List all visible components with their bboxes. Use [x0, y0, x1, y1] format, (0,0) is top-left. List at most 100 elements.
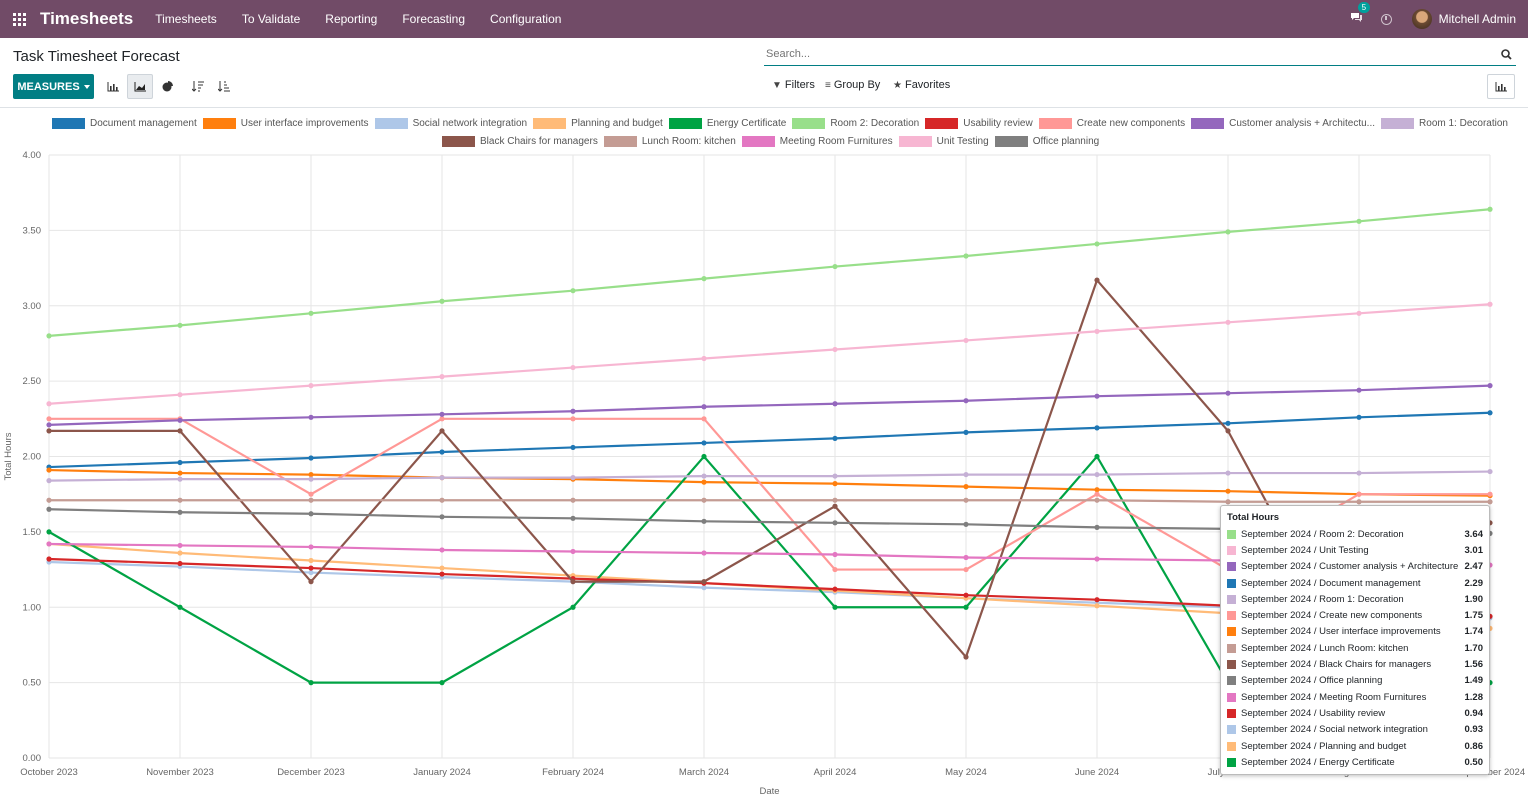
tooltip-label: September 2024 / Planning and budget: [1241, 740, 1407, 752]
legend-item[interactable]: User interface improvements: [202, 118, 369, 129]
tooltip-label: September 2024 / Create new components: [1241, 610, 1423, 622]
user-menu[interactable]: Mitchell Admin: [1438, 12, 1516, 26]
y-tick-label: 0.50: [23, 678, 42, 689]
tooltip-swatch: [1227, 578, 1236, 588]
y-tick-label: 0.00: [23, 753, 42, 764]
legend-item[interactable]: Energy Certificate: [668, 118, 786, 129]
measures-label: MEASURES: [17, 80, 80, 93]
series-line: [48, 468, 1491, 497]
menu-timesheets[interactable]: Timesheets: [155, 12, 217, 26]
menu-reporting[interactable]: Reporting: [325, 12, 378, 26]
data-point: [177, 428, 183, 434]
x-tick-label: February 2024: [542, 767, 604, 778]
x-tick-label: January 2024: [413, 767, 471, 778]
data-point: [1094, 393, 1100, 399]
legend-item[interactable]: Create new components: [1038, 118, 1185, 129]
search-icon[interactable]: [1501, 49, 1512, 60]
avatar[interactable]: [1411, 9, 1432, 29]
tooltip-label: September 2024 / Office planning: [1241, 675, 1383, 687]
data-point: [308, 565, 314, 571]
search-bar: [764, 46, 1516, 66]
y-axis-label: Total Hours: [3, 432, 14, 480]
data-point: [177, 476, 183, 482]
data-point: [1356, 470, 1362, 476]
legend-item[interactable]: Customer analysis + Architectu...: [1191, 118, 1375, 129]
data-point: [308, 557, 314, 564]
chart-toggle-button[interactable]: [1487, 74, 1515, 99]
y-tick-label: 1.00: [23, 602, 42, 613]
data-point: [570, 497, 576, 503]
legend-label: Black Chairs for managers: [480, 136, 598, 147]
legend-swatch: [792, 118, 826, 129]
data-point: [701, 440, 707, 446]
group-by-button[interactable]: ≡ Group By: [825, 79, 880, 91]
legend-item[interactable]: Unit Testing: [898, 136, 989, 147]
tooltip-row: September 2024 / Room 1: Decoration 1.90: [1227, 591, 1483, 607]
data-point: [308, 491, 314, 497]
legend-item[interactable]: Room 2: Decoration: [792, 118, 919, 129]
chart-area: Document management User interface improv…: [0, 108, 1528, 801]
bar-chart-icon: [107, 81, 119, 91]
legend-item[interactable]: Social network integration: [374, 118, 527, 129]
data-point: [46, 416, 52, 422]
legend-swatch: [1191, 118, 1225, 129]
legend-item[interactable]: Black Chairs for managers: [442, 136, 598, 147]
legend-swatch: [52, 118, 85, 129]
data-point: [832, 435, 838, 442]
data-point: [701, 497, 707, 503]
legend-item[interactable]: Office planning: [994, 136, 1099, 147]
data-point: [1356, 218, 1362, 224]
legend-swatch: [1381, 118, 1415, 129]
data-point: [832, 551, 838, 558]
legend-item[interactable]: Usability review: [925, 118, 1033, 129]
data-point: [701, 355, 707, 362]
tooltip-label: September 2024 / Unit Testing: [1241, 544, 1369, 556]
data-point: [832, 473, 838, 479]
legend-swatch: [533, 118, 567, 129]
data-point: [308, 476, 314, 482]
data-point: [963, 337, 969, 344]
tooltip-label: September 2024 / Social network integrat…: [1241, 724, 1428, 736]
data-point: [570, 515, 576, 521]
activity-clock-icon[interactable]: [1380, 13, 1392, 25]
legend-label: Room 2: Decoration: [830, 118, 920, 129]
legend-item[interactable]: Planning and budget: [533, 118, 663, 129]
tooltip-row: September 2024 / Meeting Room Furnitures…: [1227, 689, 1483, 705]
chat-icon[interactable]: 5: [1350, 2, 1371, 28]
data-point: [177, 392, 183, 398]
tooltip-row: September 2024 / Social network integrat…: [1227, 722, 1483, 738]
data-point: [832, 481, 838, 487]
data-point: [1356, 499, 1362, 505]
line-chart-view-button[interactable]: [127, 74, 153, 99]
data-point: [1487, 383, 1493, 389]
sort-descending-button[interactable]: [185, 74, 211, 99]
tooltip-swatch: [1227, 545, 1236, 555]
data-point: [1094, 487, 1100, 493]
apps-menu-icon[interactable]: [0, 0, 38, 38]
x-axis-label: Date: [759, 786, 779, 797]
menu-to-validate[interactable]: To Validate: [241, 12, 301, 26]
legend-item[interactable]: Document management: [52, 118, 197, 129]
data-point: [701, 404, 707, 410]
filters-button[interactable]: ▼ Filters: [772, 79, 815, 91]
app-brand[interactable]: Timesheets: [40, 9, 134, 28]
data-point: [1225, 428, 1231, 434]
menu-configuration[interactable]: Configuration: [490, 12, 562, 26]
data-point: [701, 276, 707, 282]
search-input[interactable]: [766, 48, 1486, 60]
data-point: [701, 479, 707, 485]
legend-item[interactable]: Meeting Room Furnitures: [741, 136, 893, 147]
legend-label: Lunch Room: kitchen: [641, 136, 736, 147]
data-point: [570, 475, 576, 481]
favorites-button[interactable]: ★ Favorites: [893, 79, 950, 91]
legend-item[interactable]: Room 1: Decoration: [1381, 118, 1508, 129]
pie-chart-view-button[interactable]: [154, 74, 180, 99]
sort-ascending-button[interactable]: [211, 74, 237, 99]
legend-item[interactable]: Lunch Room: kitchen: [603, 136, 736, 147]
data-point: [46, 497, 52, 503]
menu-forecasting[interactable]: Forecasting: [402, 12, 466, 26]
bar-chart-view-button[interactable]: [100, 74, 126, 99]
data-point: [177, 542, 183, 549]
tooltip-value: 2.29: [1464, 577, 1484, 589]
measures-button[interactable]: MEASURES: [13, 74, 94, 99]
